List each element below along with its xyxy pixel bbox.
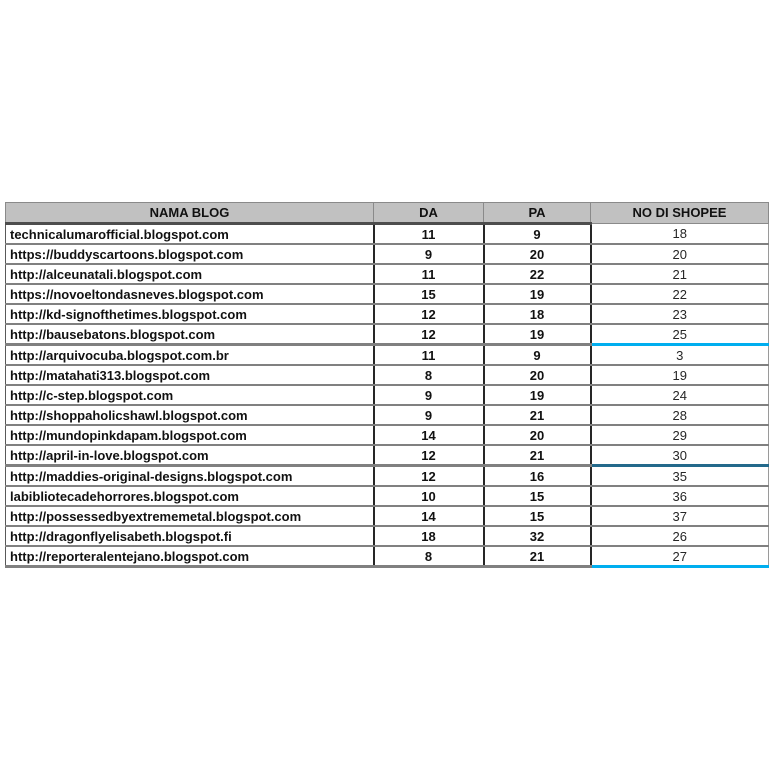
shopee-value-cell[interactable]: 27 xyxy=(589,546,769,568)
blog-url-cell[interactable]: labibliotecadehorrores.blogspot.com xyxy=(5,486,374,507)
blog-url-cell[interactable]: http://dragonflyelisabeth.blogspot.fi xyxy=(5,526,374,547)
shopee-value-cell[interactable]: 35 xyxy=(589,465,769,487)
table-row: labibliotecadehorrores.blogspot.com 10 1… xyxy=(5,486,769,507)
pa-value-cell[interactable]: 19 xyxy=(482,284,591,305)
table-row: http://arquivocuba.blogspot.com.br 11 9 … xyxy=(5,344,769,366)
blog-url-cell[interactable]: technicalumarofficial.blogspot.com xyxy=(5,223,374,245)
pa-value-cell[interactable]: 16 xyxy=(482,465,591,487)
pa-value-cell[interactable]: 20 xyxy=(482,244,591,265)
table-row: http://kd-signofthetimes.blogspot.com 12… xyxy=(5,304,769,325)
da-value-cell[interactable]: 10 xyxy=(372,486,484,507)
blog-url-cell[interactable]: http://arquivocuba.blogspot.com.br xyxy=(5,344,374,366)
table-row: http://april-in-love.blogspot.com 12 21 … xyxy=(5,445,769,467)
da-value-cell[interactable]: 9 xyxy=(372,385,484,406)
blog-url-cell[interactable]: https://novoeltondasneves.blogspot.com xyxy=(5,284,374,305)
shopee-value-cell[interactable]: 3 xyxy=(589,344,769,366)
pa-value-cell[interactable]: 15 xyxy=(482,486,591,507)
da-value-cell[interactable]: 11 xyxy=(372,344,484,366)
table-row: http://reporteralentejano.blogspot.com 8… xyxy=(5,546,769,568)
header-no-di-shopee[interactable]: NO DI SHOPEE xyxy=(590,202,769,224)
pa-value-cell[interactable]: 20 xyxy=(482,425,591,446)
shopee-value-cell[interactable]: 36 xyxy=(589,486,769,507)
table-header: NAMA BLOG DA PA NO DI SHOPEE xyxy=(5,202,769,225)
header-row: NAMA BLOG DA PA NO DI SHOPEE xyxy=(5,202,769,225)
da-value-cell[interactable]: 12 xyxy=(372,304,484,325)
da-value-cell[interactable]: 11 xyxy=(372,223,484,245)
pa-value-cell[interactable]: 9 xyxy=(482,223,591,245)
blog-url-cell[interactable]: http://possessedbyextrememetal.blogspot.… xyxy=(5,506,374,527)
table-row: https://novoeltondasneves.blogspot.com 1… xyxy=(5,284,769,305)
shopee-value-cell[interactable]: 30 xyxy=(589,445,769,467)
da-value-cell[interactable]: 15 xyxy=(372,284,484,305)
table-row: http://bausebatons.blogspot.com 12 19 25 xyxy=(5,324,769,346)
shopee-value-cell[interactable]: 24 xyxy=(589,385,769,406)
table-row: http://shoppaholicshawl.blogspot.com 9 2… xyxy=(5,405,769,426)
blog-url-cell[interactable]: http://matahati313.blogspot.com xyxy=(5,365,374,386)
pa-value-cell[interactable]: 19 xyxy=(482,324,591,346)
blog-url-cell[interactable]: http://c-step.blogspot.com xyxy=(5,385,374,406)
da-value-cell[interactable]: 12 xyxy=(372,465,484,487)
shopee-value-cell[interactable]: 21 xyxy=(589,264,769,285)
da-value-cell[interactable]: 8 xyxy=(372,546,484,568)
blog-url-cell[interactable]: http://kd-signofthetimes.blogspot.com xyxy=(5,304,374,325)
header-da[interactable]: DA xyxy=(373,202,484,225)
table-row: http://possessedbyextrememetal.blogspot.… xyxy=(5,506,769,527)
table-row: http://maddies-original-designs.blogspot… xyxy=(5,465,769,487)
shopee-value-cell[interactable]: 28 xyxy=(589,405,769,426)
pa-value-cell[interactable]: 21 xyxy=(482,405,591,426)
table-row: http://dragonflyelisabeth.blogspot.fi 18… xyxy=(5,526,769,547)
da-value-cell[interactable]: 11 xyxy=(372,264,484,285)
pa-value-cell[interactable]: 20 xyxy=(482,365,591,386)
da-value-cell[interactable]: 9 xyxy=(372,244,484,265)
table-row: http://matahati313.blogspot.com 8 20 19 xyxy=(5,365,769,386)
pa-value-cell[interactable]: 22 xyxy=(482,264,591,285)
da-value-cell[interactable]: 14 xyxy=(372,425,484,446)
blog-url-cell[interactable]: http://reporteralentejano.blogspot.com xyxy=(5,546,374,568)
pa-value-cell[interactable]: 21 xyxy=(482,445,591,467)
blog-url-cell[interactable]: http://bausebatons.blogspot.com xyxy=(5,324,374,346)
pa-value-cell[interactable]: 9 xyxy=(482,344,591,366)
da-value-cell[interactable]: 14 xyxy=(372,506,484,527)
da-value-cell[interactable]: 12 xyxy=(372,445,484,467)
shopee-value-cell[interactable]: 26 xyxy=(589,526,769,547)
da-value-cell[interactable]: 18 xyxy=(372,526,484,547)
pa-value-cell[interactable]: 15 xyxy=(482,506,591,527)
pa-value-cell[interactable]: 19 xyxy=(482,385,591,406)
table-row: technicalumarofficial.blogspot.com 11 9 … xyxy=(5,223,769,245)
shopee-value-cell[interactable]: 25 xyxy=(589,324,769,346)
pa-value-cell[interactable]: 32 xyxy=(482,526,591,547)
shopee-value-cell[interactable]: 22 xyxy=(589,284,769,305)
table-row: https://buddyscartoons.blogspot.com 9 20… xyxy=(5,244,769,265)
blog-url-cell[interactable]: http://april-in-love.blogspot.com xyxy=(5,445,374,467)
blog-url-cell[interactable]: https://buddyscartoons.blogspot.com xyxy=(5,244,374,265)
shopee-value-cell[interactable]: 19 xyxy=(589,365,769,386)
shopee-value-cell[interactable]: 20 xyxy=(589,244,769,265)
table-row: http://c-step.blogspot.com 9 19 24 xyxy=(5,385,769,406)
table-row: http://mundopinkdapam.blogspot.com 14 20… xyxy=(5,425,769,446)
pa-value-cell[interactable]: 21 xyxy=(482,546,591,568)
blog-metrics-table: NAMA BLOG DA PA NO DI SHOPEE technicalum… xyxy=(5,202,769,568)
da-value-cell[interactable]: 8 xyxy=(372,365,484,386)
table-row: http://alceunatali.blogspot.com 11 22 21 xyxy=(5,264,769,285)
shopee-value-cell[interactable]: 23 xyxy=(589,304,769,325)
blog-url-cell[interactable]: http://maddies-original-designs.blogspot… xyxy=(5,465,374,487)
header-pa[interactable]: PA xyxy=(483,202,591,225)
blog-url-cell[interactable]: http://mundopinkdapam.blogspot.com xyxy=(5,425,374,446)
shopee-value-cell[interactable]: 37 xyxy=(589,506,769,527)
table-body: technicalumarofficial.blogspot.com 11 9 … xyxy=(5,223,769,568)
blog-url-cell[interactable]: http://shoppaholicshawl.blogspot.com xyxy=(5,405,374,426)
shopee-value-cell[interactable]: 29 xyxy=(589,425,769,446)
da-value-cell[interactable]: 12 xyxy=(372,324,484,346)
shopee-value-cell[interactable]: 18 xyxy=(589,223,769,245)
pa-value-cell[interactable]: 18 xyxy=(482,304,591,325)
da-value-cell[interactable]: 9 xyxy=(372,405,484,426)
blog-url-cell[interactable]: http://alceunatali.blogspot.com xyxy=(5,264,374,285)
header-nama-blog[interactable]: NAMA BLOG xyxy=(5,202,374,225)
